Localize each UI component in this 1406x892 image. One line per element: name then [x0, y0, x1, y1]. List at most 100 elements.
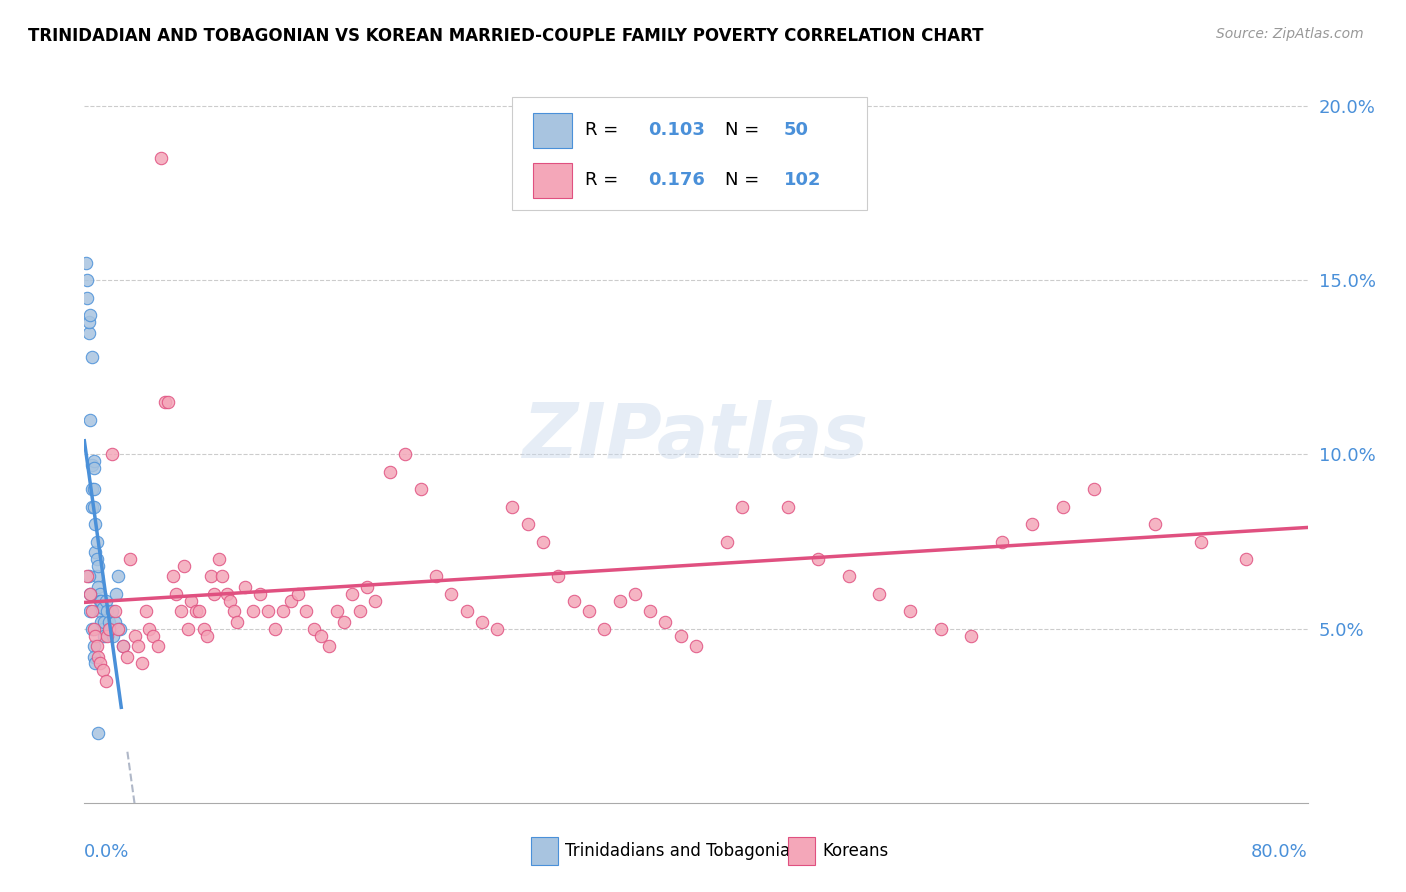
Point: [669, 629, 692, 643]
Point: [609, 594, 631, 608]
Text: Koreans: Koreans: [823, 842, 889, 860]
Point: [394, 448, 416, 462]
Point: [80, 350, 103, 364]
Point: [84, 657, 107, 671]
Text: Source: ZipAtlas.com: Source: ZipAtlas.com: [1216, 27, 1364, 41]
Point: [654, 117, 676, 131]
Point: [105, 587, 128, 601]
Point: [80, 483, 103, 497]
Point: [425, 569, 447, 583]
Point: [87, 649, 110, 664]
Point: [83, 454, 105, 468]
Point: [127, 639, 149, 653]
Point: [380, 465, 402, 479]
Point: [80, 458, 103, 472]
FancyBboxPatch shape: [513, 97, 868, 211]
Text: R =: R =: [585, 121, 624, 139]
Point: [115, 649, 138, 664]
Bar: [531, 838, 558, 865]
Point: [409, 483, 432, 497]
Point: [79, 412, 101, 426]
Text: ZIPatlas: ZIPatlas: [523, 401, 869, 474]
Point: [685, 639, 707, 653]
Point: [364, 594, 387, 608]
Point: [83, 622, 105, 636]
Point: [898, 604, 921, 618]
Point: [97, 622, 120, 636]
Point: [242, 604, 264, 618]
Point: [170, 604, 193, 618]
Point: [83, 649, 105, 664]
Point: [80, 604, 103, 618]
Point: [86, 534, 108, 549]
Bar: [533, 163, 572, 198]
Point: [218, 594, 240, 608]
Point: [87, 580, 110, 594]
Point: [177, 622, 200, 636]
Point: [211, 569, 233, 583]
Point: [138, 622, 160, 636]
Point: [120, 552, 142, 566]
Point: [90, 594, 112, 608]
Point: [96, 604, 118, 618]
Text: Trinidadians and Tobagonians: Trinidadians and Tobagonians: [565, 842, 810, 860]
Point: [80, 500, 103, 514]
Point: [76, 291, 98, 305]
Point: [215, 587, 238, 601]
Point: [86, 639, 108, 653]
Point: [91, 664, 114, 678]
Point: [1236, 552, 1258, 566]
Point: [249, 587, 271, 601]
Point: [226, 615, 249, 629]
Text: N =: N =: [725, 121, 765, 139]
Point: [471, 615, 494, 629]
Point: [716, 534, 738, 549]
Point: [456, 604, 478, 618]
Point: [87, 726, 110, 740]
Point: [356, 580, 378, 594]
Point: [302, 622, 325, 636]
Point: [838, 569, 860, 583]
Point: [318, 639, 340, 653]
Point: [83, 639, 105, 653]
Point: [193, 622, 215, 636]
Point: [869, 587, 891, 601]
Point: [94, 594, 117, 608]
Point: [155, 395, 177, 409]
Point: [76, 569, 98, 583]
Point: [162, 569, 184, 583]
Point: [94, 673, 117, 688]
Text: 102: 102: [785, 171, 821, 189]
Point: [991, 534, 1014, 549]
Point: [124, 629, 146, 643]
Point: [93, 615, 115, 629]
Point: [101, 604, 124, 618]
Bar: [787, 838, 814, 865]
Point: [929, 622, 952, 636]
Point: [83, 483, 105, 497]
Point: [76, 273, 98, 287]
Point: [531, 534, 554, 549]
Point: [96, 629, 118, 643]
Point: [91, 622, 114, 636]
Point: [149, 152, 172, 166]
Point: [516, 517, 538, 532]
Point: [184, 604, 207, 618]
Point: [89, 604, 111, 618]
Point: [208, 552, 231, 566]
Point: [593, 622, 616, 636]
Point: [91, 600, 114, 615]
Point: [195, 629, 218, 643]
Point: [89, 587, 111, 601]
Point: [188, 604, 211, 618]
Point: [79, 308, 101, 322]
Point: [776, 500, 799, 514]
Point: [731, 500, 754, 514]
Point: [257, 604, 280, 618]
Point: [165, 587, 187, 601]
Point: [89, 657, 111, 671]
Point: [111, 639, 134, 653]
Point: [79, 587, 101, 601]
Point: [135, 604, 157, 618]
Text: 0.103: 0.103: [648, 121, 706, 139]
